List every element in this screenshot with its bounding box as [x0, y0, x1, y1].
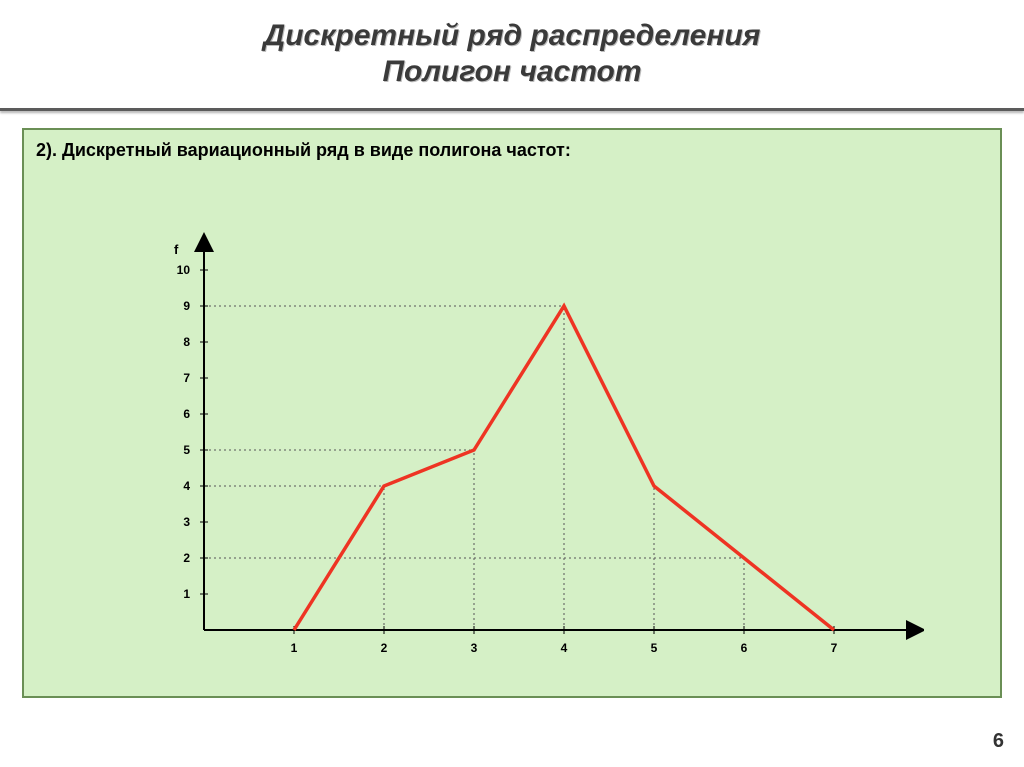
- y-axis-label: f: [174, 242, 179, 257]
- content-box: 2). Дискретный вариационный ряд в виде п…: [22, 128, 1002, 698]
- page-number: 6: [993, 730, 1004, 753]
- y-tick-label: 10: [177, 263, 191, 277]
- title-divider: [0, 108, 1024, 111]
- y-tick-label: 3: [183, 515, 190, 529]
- y-tick-label: 8: [183, 335, 190, 349]
- subtitle: 2). Дискретный вариационный ряд в виде п…: [36, 140, 571, 161]
- y-tick-label: 7: [183, 371, 190, 385]
- y-tick-label: 1: [183, 587, 190, 601]
- y-tick-label: 6: [183, 407, 190, 421]
- chart-container: 123456712345678910xf: [124, 190, 924, 680]
- slide: Дискретный ряд распределения Полигон час…: [0, 0, 1024, 767]
- x-tick-label: 1: [291, 641, 298, 655]
- title-line-2: Полигон частот: [0, 54, 1024, 90]
- x-tick-label: 3: [471, 641, 478, 655]
- y-tick-label: 4: [183, 479, 190, 493]
- y-tick-label: 2: [183, 551, 190, 565]
- y-tick-label: 5: [183, 443, 190, 457]
- frequency-polygon-chart: 123456712345678910xf: [124, 190, 924, 680]
- x-tick-label: 4: [561, 641, 568, 655]
- x-tick-label: 5: [651, 641, 658, 655]
- x-tick-label: 2: [381, 641, 388, 655]
- x-tick-label: 7: [831, 641, 838, 655]
- x-tick-label: 6: [741, 641, 748, 655]
- y-tick-label: 9: [183, 299, 190, 313]
- title-line-1: Дискретный ряд распределения: [0, 18, 1024, 54]
- title-block: Дискретный ряд распределения Полигон час…: [0, 0, 1024, 102]
